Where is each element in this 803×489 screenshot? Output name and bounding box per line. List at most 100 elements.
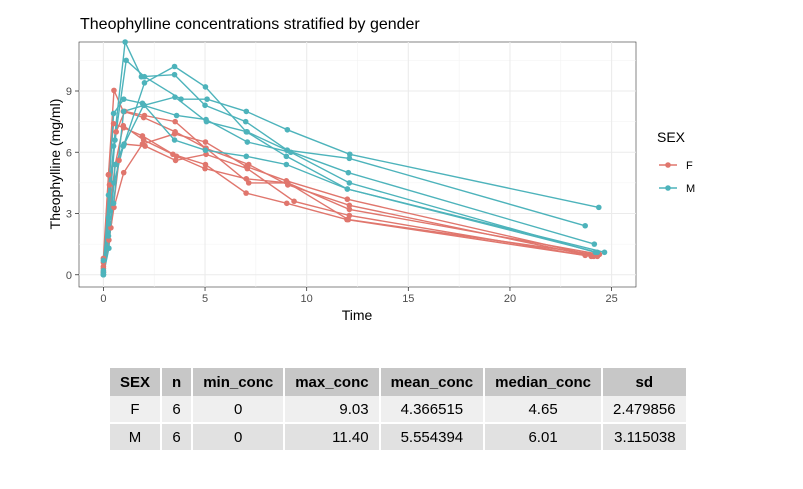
legend-key-point xyxy=(665,185,671,191)
column-header-SEX: SEX xyxy=(110,368,163,396)
data-point-M xyxy=(202,147,209,154)
data-point-M xyxy=(243,108,250,115)
data-point-M xyxy=(110,110,117,117)
data-point-M xyxy=(346,151,353,158)
data-point-F xyxy=(110,120,117,127)
data-point-M xyxy=(120,96,127,102)
data-point-M xyxy=(141,102,147,109)
column-header-n: n xyxy=(161,368,194,396)
data-point-F xyxy=(172,129,178,135)
y-tick-label: 6 xyxy=(66,147,72,159)
data-point-M xyxy=(346,155,353,162)
table-cell-min-conc: 0 xyxy=(192,423,286,450)
legend-label-F: F xyxy=(686,160,693,172)
table-cell-sd: 3.115038 xyxy=(602,423,686,450)
data-point-M xyxy=(283,161,290,168)
data-point-M xyxy=(111,180,117,186)
data-point-F xyxy=(245,180,252,186)
data-point-M xyxy=(345,169,352,176)
data-point-M xyxy=(344,186,351,192)
data-point-M xyxy=(110,200,117,207)
data-point-M xyxy=(106,245,112,252)
y-tick-label: 9 xyxy=(66,86,72,98)
x-tick-label: 25 xyxy=(605,293,617,305)
data-point-M xyxy=(141,80,148,86)
data-point-M xyxy=(582,222,588,229)
x-tick-label: 10 xyxy=(301,293,313,305)
data-point-F xyxy=(116,157,122,164)
table-cell-SEX: F xyxy=(110,396,163,424)
data-point-M xyxy=(284,126,291,133)
summary-table: SEX n min_conc max_conc mean_conc median_conc… xyxy=(110,368,686,450)
data-point-M xyxy=(138,73,145,80)
data-point-M xyxy=(204,96,210,102)
legend-label-M: M xyxy=(686,183,695,195)
data-point-M xyxy=(242,118,249,125)
data-point-M xyxy=(120,108,127,115)
legend-key-point xyxy=(665,162,671,168)
data-point-F xyxy=(113,129,120,135)
data-point-F xyxy=(140,137,147,143)
data-points xyxy=(100,39,608,278)
table-cell-max-conc: 11.40 xyxy=(284,423,381,450)
data-point-F xyxy=(111,87,117,94)
table-row: F 6 0 9.03 4.366515 4.65 2.479856 xyxy=(110,396,686,424)
column-header-sd: sd xyxy=(602,368,686,396)
data-point-M xyxy=(105,233,112,239)
x-tick-label: 0 xyxy=(100,293,106,305)
data-point-M xyxy=(112,161,118,168)
data-point-F xyxy=(100,263,107,270)
x-tick-label: 20 xyxy=(504,293,516,305)
x-tick-label: 15 xyxy=(402,293,414,305)
chart-title: Theophylline concentrations stratified b… xyxy=(80,16,420,33)
data-point-M xyxy=(284,147,290,154)
data-point-F xyxy=(106,182,113,188)
data-point-F xyxy=(172,118,178,125)
data-point-M xyxy=(112,137,118,143)
data-point-F xyxy=(344,196,351,203)
data-point-M xyxy=(591,241,598,247)
data-point-F xyxy=(346,206,353,213)
data-point-F xyxy=(346,202,353,209)
data-point-F xyxy=(243,190,249,196)
data-point-M xyxy=(171,137,178,143)
data-point-M xyxy=(120,143,127,149)
data-point-F xyxy=(244,165,251,172)
data-point-M xyxy=(100,257,107,264)
data-point-F xyxy=(202,161,209,168)
table-cell-n: 6 xyxy=(161,396,194,424)
column-header-min-conc: min_conc xyxy=(192,368,286,396)
table-cell-max-conc: 9.03 xyxy=(284,396,381,424)
data-point-F xyxy=(106,237,112,243)
data-point-M xyxy=(202,84,209,90)
data-point-F xyxy=(243,175,250,182)
data-point-M xyxy=(106,220,112,227)
column-header-max-conc: max_conc xyxy=(284,368,381,396)
table-cell-mean-conc: 4.366515 xyxy=(379,396,486,424)
data-point-F xyxy=(111,204,117,211)
y-axis-label: Theophylline (mg/ml) xyxy=(47,99,63,230)
legend: SEX FM xyxy=(657,129,695,195)
series-line-F-5 xyxy=(102,124,592,263)
data-point-M xyxy=(110,143,117,149)
data-point-F xyxy=(140,114,147,121)
x-axis-label: Time xyxy=(342,307,373,323)
data-point-M xyxy=(171,71,178,78)
data-point-M xyxy=(244,129,250,135)
chart: Theophylline concentrations stratified b… xyxy=(47,16,695,323)
y-tick-label: 0 xyxy=(66,270,72,282)
data-point-M xyxy=(601,249,608,256)
table-cell-mean-conc: 5.554394 xyxy=(379,423,486,450)
data-point-M xyxy=(243,153,250,160)
data-point-M xyxy=(592,249,599,256)
data-point-M xyxy=(346,180,353,186)
data-point-M xyxy=(105,192,112,198)
legend-entries: FM xyxy=(659,160,695,195)
data-point-M xyxy=(202,102,208,109)
column-header-median-conc: median_conc xyxy=(484,368,604,396)
table-cell-n: 6 xyxy=(161,423,194,450)
data-point-F xyxy=(582,252,588,259)
table-cell-SEX: M xyxy=(110,423,163,450)
data-point-F xyxy=(105,171,112,178)
data-point-F xyxy=(120,122,127,129)
